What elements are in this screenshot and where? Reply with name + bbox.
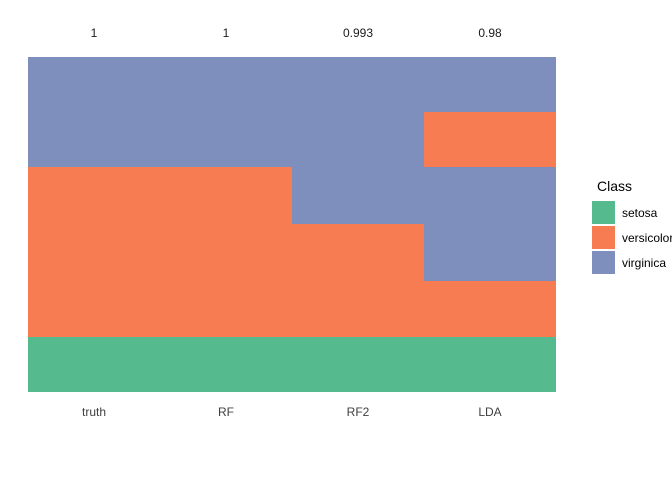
segment-versicolor (160, 167, 292, 337)
column-rf2 (292, 57, 424, 392)
legend-item-versicolor: versicolor (592, 226, 672, 249)
heatmap-panel (28, 57, 556, 392)
segment-setosa (292, 336, 424, 392)
segment-setosa (424, 336, 556, 392)
legend: Class setosa versicolor virginica (592, 178, 672, 276)
segment-setosa (160, 336, 292, 392)
segment-versicolor (424, 112, 556, 167)
x-label-lda: LDA (478, 405, 502, 419)
segment-virginica (424, 167, 556, 281)
segment-virginica (292, 57, 424, 224)
segment-versicolor (28, 167, 160, 337)
x-label-rf2: RF2 (346, 405, 370, 419)
score-lda: 0.98 (478, 26, 502, 40)
segment-setosa (28, 336, 160, 392)
segment-versicolor (424, 281, 556, 337)
segment-virginica (28, 57, 160, 167)
score-rf2: 0.993 (342, 26, 374, 40)
column-lda (424, 57, 556, 392)
legend-label-setosa: setosa (622, 205, 658, 220)
score-rf: 1 (222, 26, 230, 40)
score-truth: 1 (90, 26, 98, 40)
x-axis-labels: truth RF RF2 LDA (28, 404, 556, 420)
column-truth (28, 57, 160, 392)
column-rf (160, 57, 292, 392)
virginica-swatch (592, 251, 615, 274)
legend-item-setosa: setosa (592, 201, 672, 224)
versicolor-swatch (592, 226, 615, 249)
legend-label-virginica: virginica (622, 255, 667, 270)
segment-virginica (160, 57, 292, 167)
setosa-swatch (592, 201, 615, 224)
legend-label-versicolor: versicolor (622, 230, 672, 245)
x-label-rf: RF (218, 405, 234, 419)
x-label-truth: truth (81, 405, 106, 419)
score-row: 1 1 0.993 0.98 (28, 25, 556, 41)
segment-virginica (424, 57, 556, 112)
legend-item-virginica: virginica (592, 251, 672, 274)
segment-versicolor (292, 223, 424, 337)
legend-title: Class (597, 178, 633, 194)
